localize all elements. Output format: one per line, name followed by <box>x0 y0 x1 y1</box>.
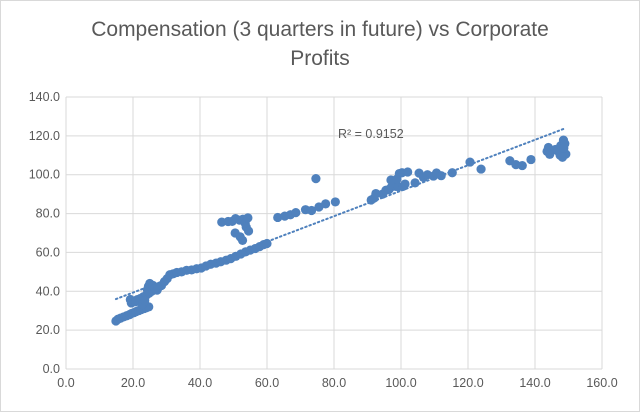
data-point <box>476 164 486 174</box>
data-point <box>400 179 410 189</box>
data-point <box>140 296 150 306</box>
data-point <box>410 178 420 188</box>
x-tick-label: 140.0 <box>519 376 550 390</box>
x-tick-label: 160.0 <box>586 376 617 390</box>
gridlines <box>65 96 603 370</box>
y-tick-label: 100.0 <box>29 168 60 182</box>
data-point <box>557 152 568 162</box>
data-point <box>321 199 331 209</box>
data-point <box>403 167 413 177</box>
data-points <box>111 135 571 326</box>
r-squared-label: R² = 0.9152 <box>338 127 404 141</box>
data-point <box>291 208 301 218</box>
data-point <box>306 205 317 216</box>
y-axis-tick-labels: 0.0 20.0 40.0 60.0 80.0 100.0 120.0 140.0 <box>29 90 60 376</box>
data-point <box>517 160 527 171</box>
y-tick-label: 120.0 <box>29 129 60 143</box>
x-tick-label: 40.0 <box>188 376 212 390</box>
data-point <box>243 213 253 223</box>
y-tick-label: 0.0 <box>43 362 60 376</box>
data-point <box>371 188 381 199</box>
data-point <box>311 174 321 184</box>
x-tick-label: 100.0 <box>385 376 416 390</box>
y-tick-label: 40.0 <box>36 284 60 298</box>
x-tick-label: 60.0 <box>255 376 279 390</box>
data-point <box>237 235 248 245</box>
data-point <box>243 226 254 236</box>
data-point <box>330 197 340 207</box>
chart-title-line-1: Compensation (3 quarters in future) vs C… <box>91 18 549 41</box>
chart-title: Compensation (3 quarters in future) vs C… <box>1 15 639 73</box>
data-point <box>273 212 283 223</box>
chart-title-line-2: Profits <box>290 47 350 70</box>
x-tick-label: 120.0 <box>452 376 483 390</box>
data-point <box>262 238 272 249</box>
data-point <box>559 143 569 153</box>
data-point <box>526 154 536 165</box>
x-tick-label: 20.0 <box>121 376 145 390</box>
y-tick-label: 140.0 <box>29 90 60 104</box>
x-axis-tick-labels: 0.0 20.0 40.0 60.0 80.0 100.0 120.0 140.0 160.0 <box>57 376 617 390</box>
data-point <box>465 157 475 167</box>
y-tick-label: 80.0 <box>36 207 60 221</box>
x-tick-label: 80.0 <box>322 376 346 390</box>
y-tick-label: 20.0 <box>36 323 60 337</box>
y-tick-label: 60.0 <box>36 245 60 259</box>
x-tick-label: 0.0 <box>57 376 74 390</box>
data-point <box>543 142 554 153</box>
data-point <box>436 171 446 181</box>
data-point <box>447 168 457 178</box>
